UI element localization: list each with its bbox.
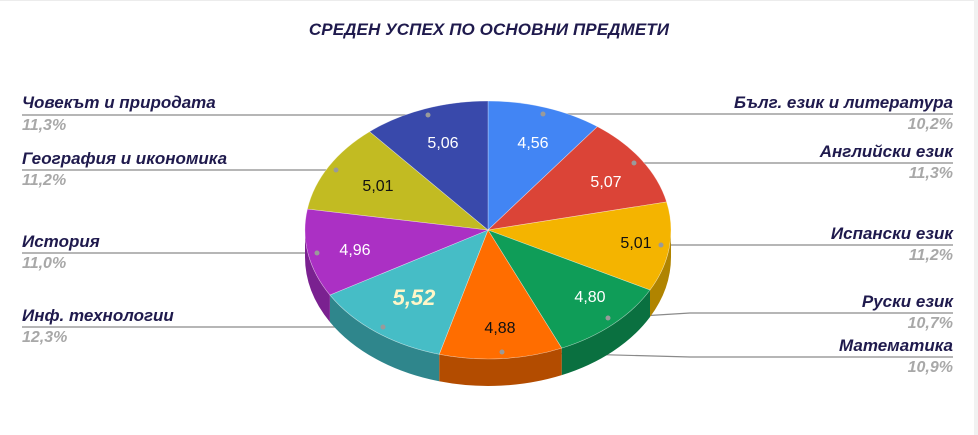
category-label-spanish: Испански език: [830, 224, 953, 243]
category-label-nature: Човекът и природата: [22, 93, 216, 112]
percent-label-nature: 11,3%: [22, 117, 67, 134]
chart-title: СРЕДЕН УСПЕХ ПО ОСНОВНИ ПРЕДМЕТИ: [308, 20, 670, 39]
category-label-english: Английски език: [819, 142, 953, 161]
category-label-russian: Руски език: [861, 292, 953, 311]
percent-label-bulg: 10,2%: [907, 116, 953, 133]
value-label-english: 5,07: [590, 174, 621, 191]
top-border: [0, 0, 978, 1]
percent-label-geography: 11,2%: [22, 172, 67, 189]
slice-english[interactable]: [487, 126, 667, 231]
value-label-geography: 5,01: [362, 178, 393, 195]
value-label-nature: 5,06: [427, 135, 458, 152]
leader-line-russian: [607, 312, 953, 319]
value-label-math: 4,88: [484, 320, 515, 337]
slice-geography[interactable]: [307, 131, 489, 231]
percent-label-spanish: 11,2%: [908, 247, 953, 264]
pie-side-faces: [305, 230, 671, 386]
percent-label-russian: 10,7%: [907, 315, 953, 332]
category-label-history: История: [22, 232, 100, 251]
category-label-it: Инф. технологии: [22, 306, 174, 325]
leader-dots: [314, 111, 664, 355]
percent-label-it: 12,3%: [22, 329, 68, 346]
slice-it[interactable]: [329, 229, 489, 355]
slice-history[interactable]: [304, 208, 490, 296]
value-label-history: 4,96: [339, 242, 370, 259]
category-label-math: Математика: [839, 336, 953, 355]
value-label-it: 5,52: [393, 285, 437, 310]
value-labels: 4,56 5,07 5,01 4,80 4,88 5,52 4,96 5,01 …: [339, 135, 651, 337]
slice-nature[interactable]: [369, 100, 489, 231]
percent-label-english: 11,3%: [908, 165, 953, 182]
value-label-spanish: 5,01: [620, 235, 651, 252]
slice-side-history: [305, 230, 330, 322]
category-label-geography: География и икономика: [22, 149, 228, 168]
right-edge-strip: [974, 0, 978, 435]
slice-spanish[interactable]: [486, 201, 672, 291]
slice-side-russian: [561, 290, 650, 376]
category-label-bulg: Бълг. език и литература: [733, 93, 953, 112]
percent-label-math: 10,9%: [907, 359, 953, 376]
slice-side-math: [439, 348, 562, 386]
value-label-bulg: 4,56: [517, 135, 548, 152]
percent-label-history: 11,0%: [22, 255, 67, 272]
slice-bulg[interactable]: [487, 100, 598, 231]
slice-math[interactable]: [438, 229, 563, 360]
slice-side-it: [329, 295, 440, 382]
value-label-russian: 4,80: [574, 289, 605, 306]
